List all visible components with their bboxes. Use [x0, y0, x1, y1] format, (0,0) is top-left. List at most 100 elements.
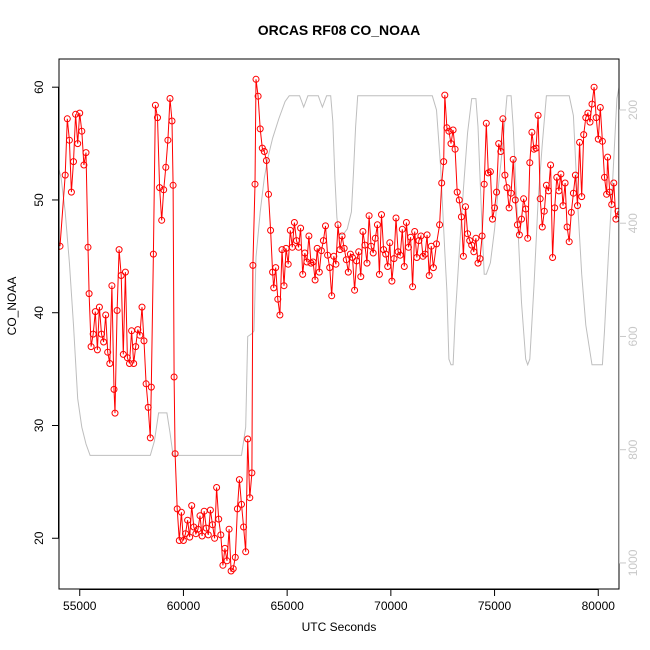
data-point — [338, 232, 346, 240]
data-point — [436, 221, 444, 229]
data-point — [415, 237, 423, 245]
data-point — [93, 346, 101, 354]
data-point — [242, 548, 250, 556]
data-point — [186, 533, 194, 541]
data-point — [532, 144, 540, 152]
data-point — [225, 525, 233, 533]
data-point — [462, 203, 469, 211]
data-point — [569, 189, 577, 197]
y-axis-label: CO_NOAA — [5, 277, 19, 336]
data-point — [278, 246, 286, 254]
y-tick-label: 50 — [32, 193, 46, 207]
data-point — [89, 330, 97, 338]
data-point — [142, 380, 150, 388]
data-point — [528, 128, 536, 136]
data-point — [70, 158, 77, 166]
data-point — [309, 258, 317, 266]
data-point — [594, 135, 602, 143]
data-point — [520, 195, 528, 203]
x-tick-label: 60000 — [167, 599, 201, 613]
data-point — [482, 119, 490, 127]
axes: 55000 60000 65000 70000 75000 80000 20 30 40 50 60… — [32, 80, 640, 613]
data-point — [441, 91, 449, 99]
data-point — [459, 252, 467, 260]
data-point — [330, 252, 338, 260]
y-tick-label: 20 — [32, 531, 46, 545]
data-point — [144, 403, 152, 411]
data-point — [342, 256, 350, 264]
data-point — [522, 205, 530, 213]
data-point — [311, 276, 319, 284]
data-point — [425, 272, 433, 279]
data-point — [453, 188, 461, 196]
data-point — [319, 237, 327, 245]
data-point — [390, 255, 398, 263]
data-point — [215, 515, 223, 523]
data-point — [104, 348, 112, 356]
data-point — [536, 195, 544, 203]
data-point — [262, 157, 270, 164]
data-point — [229, 565, 237, 573]
data-point — [509, 155, 517, 163]
data-point — [499, 115, 507, 123]
x-tick-label: 55000 — [63, 599, 97, 613]
data-point — [317, 247, 325, 255]
data-point — [380, 246, 388, 254]
data-point — [130, 360, 138, 367]
data-point — [246, 494, 254, 502]
right-tick-label: 200 — [626, 100, 640, 120]
data-point — [179, 537, 187, 544]
data-point — [102, 311, 110, 319]
data-point — [590, 83, 598, 91]
x-tick-label: 75000 — [478, 599, 512, 613]
data-point — [252, 75, 260, 83]
data-point — [140, 337, 148, 345]
data-point — [580, 131, 588, 139]
data-point — [353, 257, 361, 265]
data-point — [151, 101, 159, 109]
data-point — [326, 264, 334, 272]
data-point — [254, 92, 262, 100]
data-point — [305, 232, 313, 240]
data-point — [121, 268, 129, 276]
data-point — [576, 138, 584, 146]
data-point — [91, 308, 99, 316]
data-point — [290, 219, 298, 226]
data-point — [505, 204, 513, 212]
data-point — [280, 282, 288, 290]
data-point — [447, 140, 455, 148]
data-point — [162, 163, 170, 171]
data-point — [438, 179, 446, 187]
data-point — [204, 531, 212, 539]
x-tick-label: 80000 — [582, 599, 616, 613]
data-point — [565, 238, 573, 246]
data-point — [238, 500, 245, 508]
data-point — [489, 215, 496, 223]
data-point — [449, 126, 457, 134]
data-point — [244, 435, 252, 443]
co-series-line — [59, 79, 619, 573]
data-point — [486, 168, 494, 176]
data-point — [219, 561, 227, 569]
data-point — [451, 145, 459, 153]
data-point — [601, 173, 608, 181]
data-point — [534, 111, 542, 119]
x-tick-label: 65000 — [270, 599, 304, 613]
data-point — [497, 148, 505, 155]
data-point — [87, 343, 95, 351]
data-point — [388, 277, 396, 285]
data-point — [608, 201, 616, 208]
data-point — [526, 159, 534, 167]
data-point — [184, 516, 192, 524]
data-point — [284, 260, 292, 268]
data-point — [336, 246, 344, 254]
data-point — [117, 272, 125, 279]
data-point — [457, 213, 465, 221]
data-point — [346, 250, 354, 258]
data-point — [160, 186, 168, 194]
altitude-line — [59, 87, 619, 456]
data-point — [166, 95, 174, 102]
data-point — [567, 208, 575, 216]
data-point — [84, 243, 92, 251]
data-point — [574, 202, 581, 210]
